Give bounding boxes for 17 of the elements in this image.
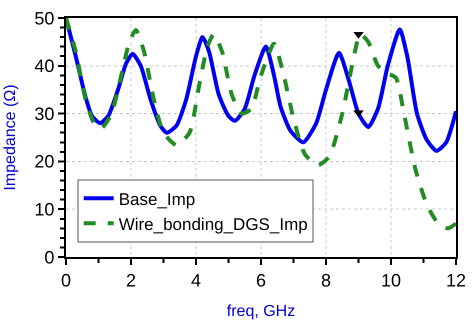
x-tick-label: 4: [190, 270, 202, 291]
x-tick-label: 12: [446, 270, 466, 291]
y-tick-label: 10: [34, 200, 54, 220]
y-tick-label: 30: [34, 104, 54, 124]
legend-label: Base_Imp: [118, 190, 196, 209]
x-tick-label: 10: [380, 270, 402, 291]
y-tick-label: 50: [34, 8, 54, 28]
y-axis-title: Impedance (Ω): [2, 84, 19, 191]
legend-label: Wire_bonding_DGS_Imp: [118, 214, 308, 234]
x-axis-title: freq, GHz: [226, 302, 296, 320]
y-tick-label: 0: [44, 247, 54, 268]
x-tick-label: 0: [60, 270, 72, 291]
x-tick-label: 6: [256, 270, 266, 291]
x-tick-label: 8: [320, 270, 332, 291]
y-tick-label: 20: [34, 152, 54, 172]
y-tick-label: 40: [34, 56, 54, 76]
x-tick-label: 2: [126, 270, 136, 291]
